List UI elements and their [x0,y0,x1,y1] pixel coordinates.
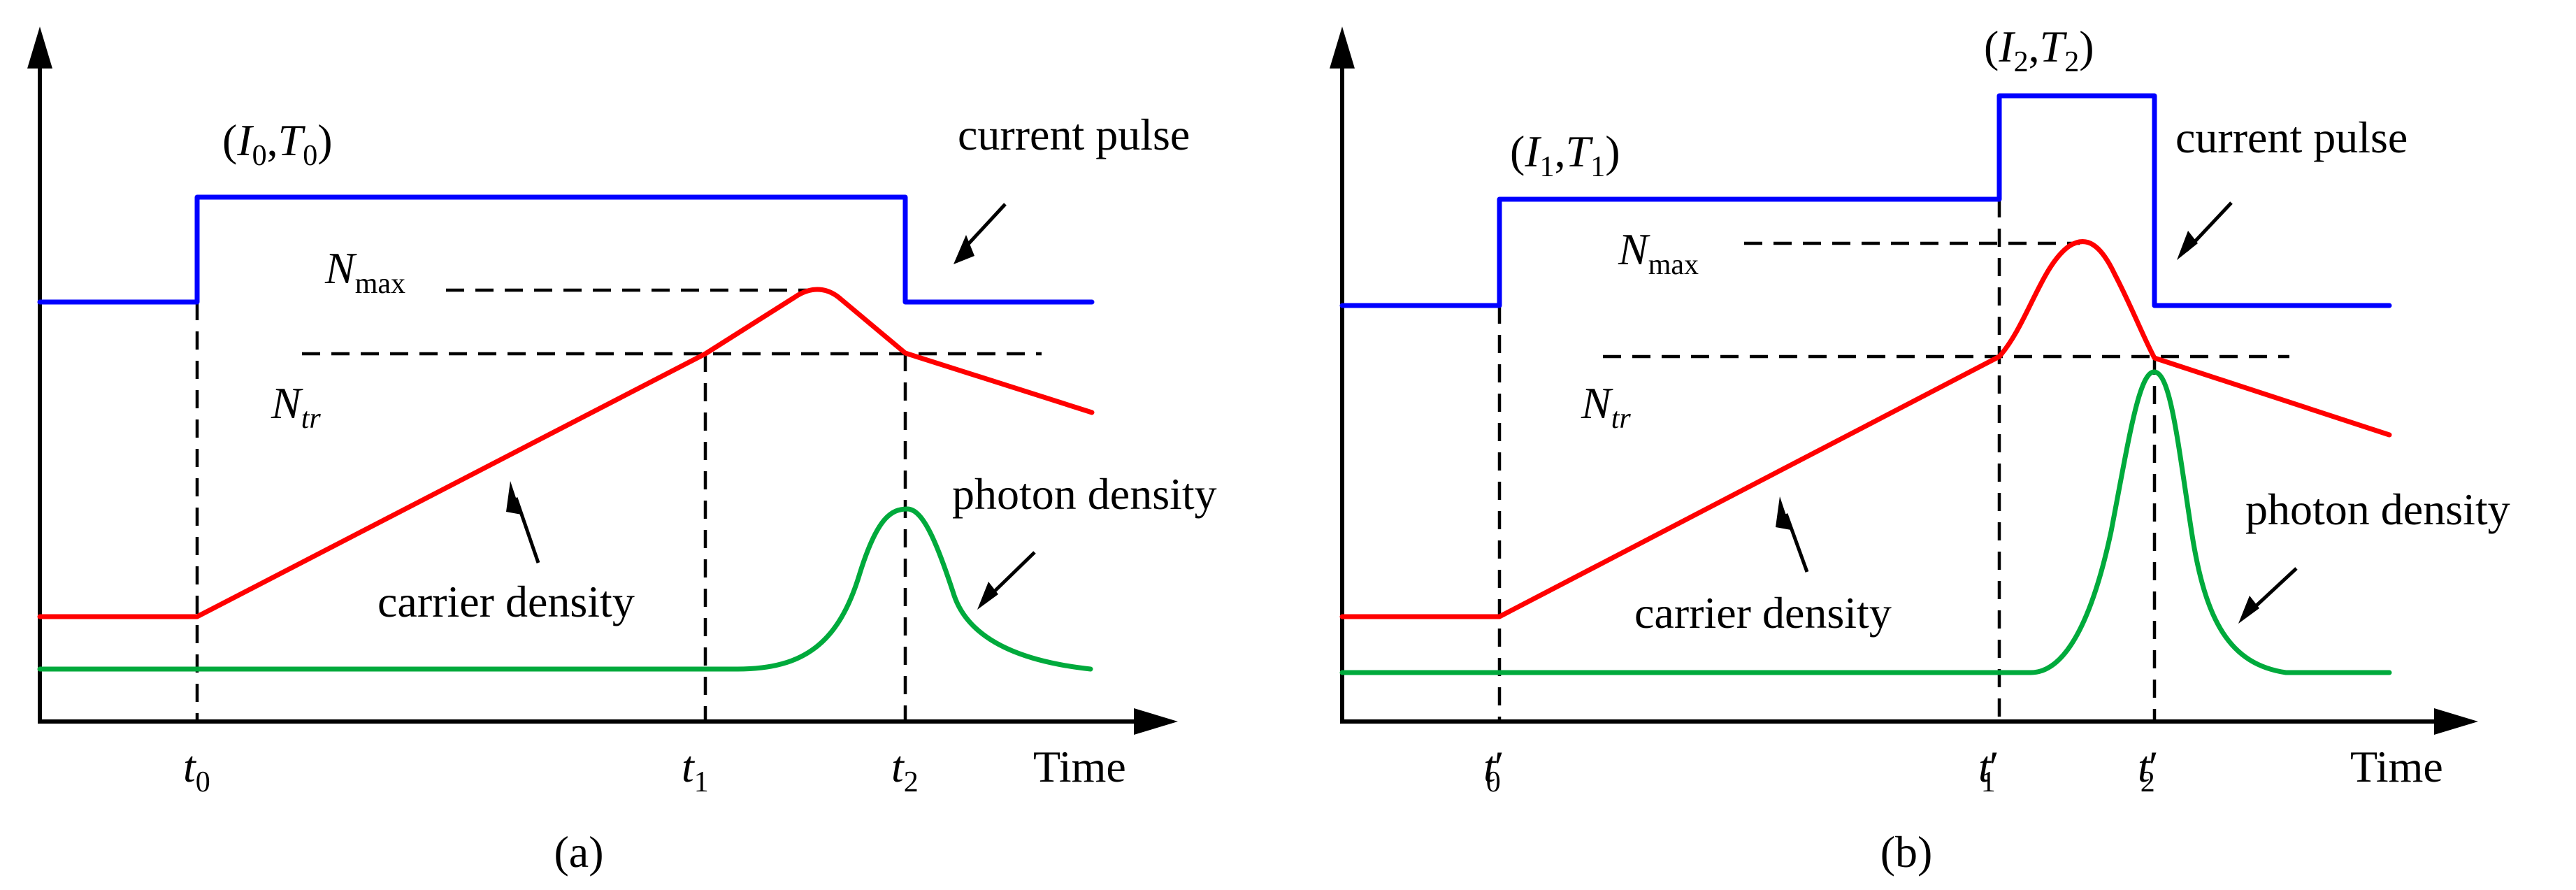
panel-a: (I0,T0) current pulse Nmax Ntr carrier d… [27,27,1217,877]
panel-b: (I1,T1) (I2,T2) current pulse Nmax Ntr c… [1330,22,2510,877]
x-axis-arrowhead [1134,708,1178,735]
time-axis-label: Time [2350,742,2443,791]
panel-caption-b: (b) [1880,827,1933,877]
time-tick-t2: t2 [891,742,919,798]
current-pulse-label: current pulse [958,110,1190,159]
time-axis-label: Time [1033,742,1126,791]
carrier-density-pointer [1784,513,1809,573]
time-tick-t0: t0 [183,742,210,798]
current-pulse-pointer-head [2177,231,2198,260]
carrier-density-label: carrier density [1634,588,1892,638]
x-axis-arrowhead [2434,708,2478,735]
pulse-label-2: (I2,T2) [1984,22,2094,78]
time-tick-t1-prime: t′1 [1978,742,1997,798]
photon-density-pointer-head [977,582,998,610]
carrier-density-pointer [514,497,540,564]
carrier-density-pointer-head [506,481,521,515]
photon-density-trace [37,506,1093,672]
y-axis-arrowhead [1330,27,1355,69]
current-pulse-trace [1339,93,2392,308]
pulse-label-1: (I1,T1) [1510,127,1620,183]
carrier-density-label: carrier density [377,577,635,626]
time-tick-t2-prime: t′2 [2138,742,2157,798]
current-pulse-trace [37,194,1095,305]
ntr-label: Ntr [271,378,321,435]
nmax-label: Nmax [1618,224,1699,281]
carrier-density-pointer-head [1776,496,1791,530]
photon-density-label: photon density [2245,485,2510,534]
pulse-label-0: (I0,T0) [222,115,333,172]
photon-density-trace [1339,369,2392,675]
carrier-density-trace [1339,239,2392,619]
current-pulse-label: current pulse [2175,113,2408,162]
time-tick-t0-prime: t′0 [1483,742,1502,798]
current-pulse-pointer-head [954,235,974,264]
carrier-density-trace [37,287,1095,619]
ntr-label: Ntr [1581,378,1631,435]
panel-caption-a: (a) [554,827,603,877]
photon-density-pointer-head [2238,596,2259,624]
nmax-label: Nmax [324,243,405,300]
y-axis-arrowhead [27,27,52,69]
time-tick-t1: t1 [682,742,709,798]
photon-density-label: photon density [952,469,1217,519]
